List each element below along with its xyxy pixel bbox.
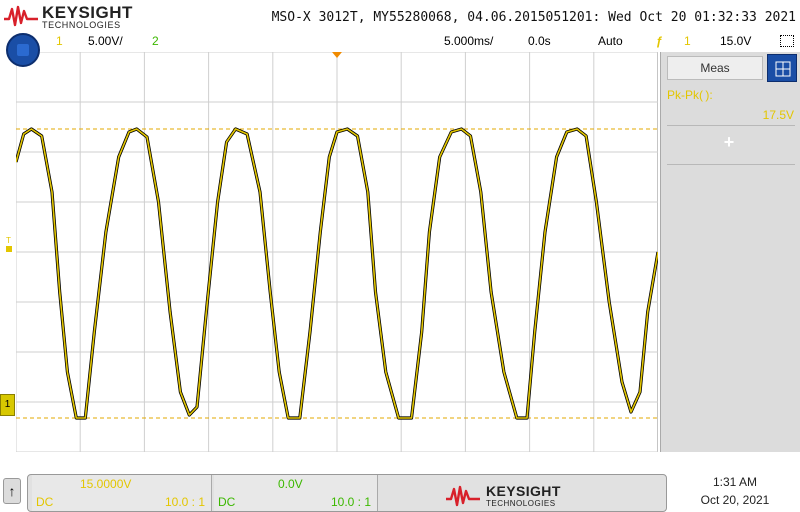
status-row: 1 5.00V/ 2 5.000ms/ 0.0s Auto ƒ 1 15.0V: [0, 32, 800, 52]
tab-settings[interactable]: [767, 54, 797, 82]
brand-sub: TECHNOLOGIES: [42, 20, 121, 30]
ch1-scale[interactable]: 5.00V/: [88, 34, 123, 48]
measurement-panel: Meas Pk-Pk( ): 17.5V +: [660, 52, 800, 452]
graticule: [16, 52, 658, 452]
clock-time: 1:31 AM: [712, 475, 758, 489]
delay[interactable]: 0.0s: [528, 34, 551, 48]
trigger-edge-icon: ƒ: [656, 34, 663, 48]
trigger-level[interactable]: 15.0V: [720, 34, 752, 48]
meas-item-value: 17.5V: [762, 108, 794, 122]
left-strip: T: [0, 52, 16, 452]
ch1-offset: 15.0000V: [80, 477, 132, 491]
ch1-ground-marker[interactable]: 1: [0, 394, 15, 416]
screen-capture-icon[interactable]: [780, 35, 794, 47]
meas-item-name[interactable]: Pk-Pk( ):: [667, 88, 713, 102]
trigger-level-label: T: [6, 236, 11, 245]
add-measurement-button[interactable]: +: [723, 132, 735, 152]
keysight-wave-icon: [4, 5, 38, 27]
home-button[interactable]: [6, 33, 40, 67]
tab-meas[interactable]: Meas: [667, 56, 763, 80]
keysight-logo: KEYSIGHT TECHNOLOGIES: [4, 2, 144, 30]
ground-marker-label: 1: [4, 399, 11, 410]
bottom-bar: ↑ 15.0000V DC 10.0 : 1 0.0V DC 10.0 : 1 …: [0, 458, 800, 512]
trigger-position-marker: [332, 52, 342, 58]
instrument-title: MSO-X 3012T, MY55280068, 04.06.201505120…: [271, 10, 796, 25]
up-arrow-button[interactable]: ↑: [3, 478, 21, 504]
brand-sub: TECHNOLOGIES: [486, 499, 556, 508]
grid-icon: [775, 61, 791, 77]
waveform-display[interactable]: [16, 52, 658, 452]
ch2-label[interactable]: 2: [152, 34, 159, 48]
keysight-wave-icon: [446, 485, 480, 507]
ch1-label[interactable]: 1: [56, 34, 63, 48]
divider: [667, 164, 795, 165]
measurement-cursors: [16, 128, 658, 419]
brand-name: KEYSIGHT: [42, 3, 133, 22]
waveform-svg: [16, 52, 658, 452]
ch2-offset: 0.0V: [278, 477, 303, 491]
ch1-trace-line: [16, 128, 658, 419]
ch2-probe: 10.0 : 1: [330, 495, 371, 509]
divider: [667, 125, 795, 126]
ch1-coupling: DC: [36, 495, 54, 509]
ch2-coupling: DC: [218, 495, 236, 509]
ch1-info[interactable]: 15.0000V DC 10.0 : 1: [32, 475, 212, 511]
channel-panel: 15.0000V DC 10.0 : 1 0.0V DC 10.0 : 1 KE…: [27, 474, 667, 512]
ch1-trace: [16, 127, 658, 420]
clock-date: Oct 20, 2021: [700, 493, 770, 507]
timebase[interactable]: 5.000ms/: [444, 34, 494, 48]
keysight-logo-bottom: KEYSIGHT TECHNOLOGIES: [446, 483, 606, 509]
ch1-probe: 10.0 : 1: [164, 495, 205, 509]
ch1-trigger-arrow: [6, 246, 12, 252]
title-bar: KEYSIGHT TECHNOLOGIES MSO-X 3012T, MY552…: [0, 0, 800, 32]
ch2-info[interactable]: 0.0V DC 10.0 : 1: [214, 475, 378, 511]
trigger-mode[interactable]: Auto: [598, 34, 623, 48]
trigger-source[interactable]: 1: [684, 34, 691, 48]
brand-name: KEYSIGHT: [486, 483, 561, 499]
